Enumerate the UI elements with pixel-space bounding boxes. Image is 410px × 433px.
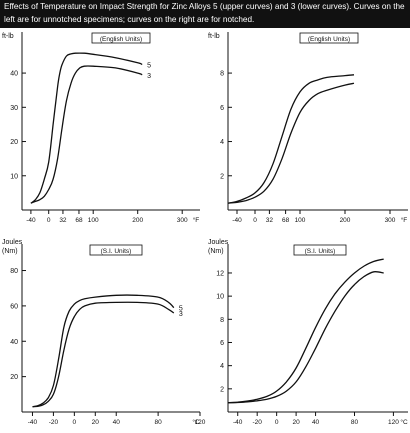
x-tick-label: 32 xyxy=(266,217,274,224)
y-tick-label: 4 xyxy=(220,139,224,146)
x-tick-label: 0 xyxy=(73,419,77,426)
x-tick-label: -20 xyxy=(252,419,262,426)
unit-label-box xyxy=(293,244,347,256)
series-line-3 xyxy=(30,65,143,204)
series-label-5: 5 xyxy=(179,306,183,313)
series-line-3 xyxy=(227,82,355,204)
y-tick-label: 40 xyxy=(10,339,18,346)
y-tick-label: 40 xyxy=(10,71,18,78)
x-tick-label: 200 xyxy=(132,217,143,224)
series-line-5 xyxy=(32,294,175,408)
unit-label-box xyxy=(299,32,359,44)
y-axis-label: (Nm) xyxy=(208,248,224,255)
y-tick-label: 20 xyxy=(10,139,18,146)
x-tick-label: 20 xyxy=(92,419,100,426)
x-tick-label: 100 xyxy=(88,217,99,224)
series-label-3: 3 xyxy=(179,311,183,318)
y-tick-label: 2 xyxy=(220,386,224,393)
y-tick-label: 12 xyxy=(216,270,224,277)
x-tick-label: 40 xyxy=(312,419,320,426)
series-line-5 xyxy=(227,258,384,404)
y-tick-label: 8 xyxy=(220,317,224,324)
x-tick-label: -20 xyxy=(49,419,59,426)
x-unit-label: °F xyxy=(401,216,408,224)
x-unit-label: °C xyxy=(192,418,200,426)
x-tick-label: 200 xyxy=(340,217,351,224)
y-tick-label: 4 xyxy=(220,363,224,370)
y-tick-label: 10 xyxy=(216,294,224,301)
y-tick-label: 8 xyxy=(220,71,224,78)
y-axis-label: ft-lb xyxy=(2,33,14,40)
x-tick-label: -40 xyxy=(232,217,242,224)
unit-label-box xyxy=(91,32,151,44)
x-tick-label: 300 xyxy=(385,217,396,224)
x-unit-label: °C xyxy=(400,418,408,426)
x-tick-label: 40 xyxy=(113,419,121,426)
x-tick-label: 120 xyxy=(195,419,206,426)
x-tick-label: 0 xyxy=(47,217,51,224)
x-tick-label: 300 xyxy=(177,217,188,224)
x-tick-label: 32 xyxy=(59,217,67,224)
unit-label: (S.I. Units) xyxy=(101,248,132,255)
caption-text: Effects of Temperature on Impact Strengt… xyxy=(4,2,405,24)
x-tick-label: -40 xyxy=(233,419,243,426)
caption-banner: Effects of Temperature on Impact Strengt… xyxy=(0,0,410,28)
x-tick-label: -40 xyxy=(26,217,36,224)
x-unit-label: °F xyxy=(193,216,200,224)
series-line-5 xyxy=(30,52,143,204)
y-axis-label: (Nm) xyxy=(2,248,18,255)
x-tick-label: 80 xyxy=(351,419,359,426)
x-tick-label: 80 xyxy=(155,419,163,426)
series-label-5: 5 xyxy=(147,63,151,70)
x-tick-label: 68 xyxy=(75,217,83,224)
x-tick-label: 20 xyxy=(292,419,300,426)
y-tick-label: 30 xyxy=(10,105,18,112)
x-tick-label: 100 xyxy=(295,217,306,224)
y-axis-label: Joules xyxy=(208,239,229,246)
unit-label: (S.I. Units) xyxy=(305,248,336,255)
y-axis-label: Joules xyxy=(2,239,23,246)
y-axis-label: ft-lb xyxy=(208,33,220,40)
y-tick-label: 6 xyxy=(220,340,224,347)
y-tick-label: 6 xyxy=(220,105,224,112)
unit-label: (English Units) xyxy=(100,36,142,43)
series-line-5 xyxy=(227,74,355,204)
y-tick-label: 10 xyxy=(10,173,18,180)
x-tick-label: 0 xyxy=(275,419,279,426)
x-tick-label: 0 xyxy=(253,217,257,224)
x-tick-label: 68 xyxy=(282,217,290,224)
y-tick-label: 80 xyxy=(10,268,18,275)
unit-label-box xyxy=(89,244,143,256)
x-tick-label: 120 xyxy=(388,419,399,426)
series-line-3 xyxy=(227,271,384,404)
y-tick-label: 60 xyxy=(10,303,18,310)
series-line-3 xyxy=(32,301,175,408)
y-tick-label: 20 xyxy=(10,374,18,381)
y-tick-label: 2 xyxy=(220,173,224,180)
x-tick-label: -40 xyxy=(28,419,38,426)
series-label-3: 3 xyxy=(147,73,151,80)
unit-label: (English Units) xyxy=(308,36,350,43)
